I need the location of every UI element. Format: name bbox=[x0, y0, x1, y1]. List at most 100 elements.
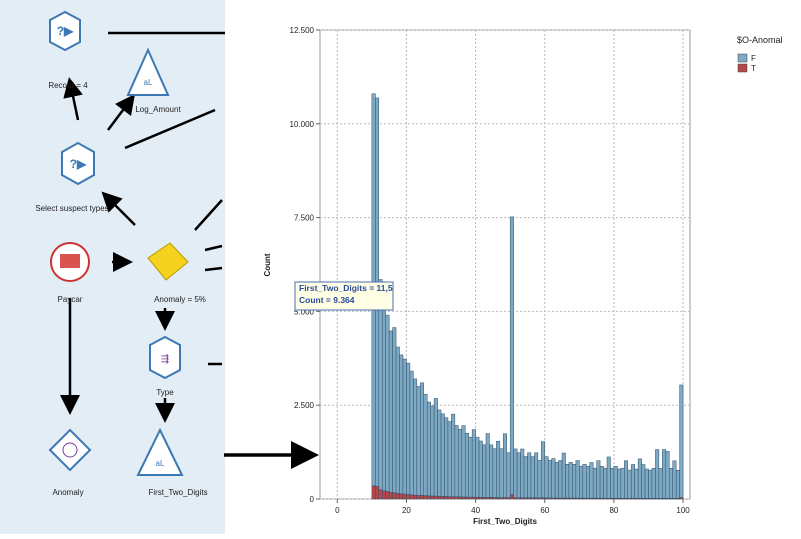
svg-text:aL: aL bbox=[156, 459, 165, 468]
bar bbox=[451, 497, 454, 499]
x-tick-label: 20 bbox=[402, 506, 411, 515]
node-label[interactable]: First_Two_Digits bbox=[148, 488, 207, 497]
svg-text:?▶: ?▶ bbox=[57, 24, 74, 38]
bar bbox=[503, 434, 506, 498]
bar bbox=[500, 449, 503, 498]
node-label[interactable]: Log_Amount bbox=[135, 105, 181, 114]
bar bbox=[510, 494, 513, 499]
bar bbox=[586, 466, 589, 498]
bar bbox=[666, 451, 669, 498]
bar bbox=[372, 486, 375, 499]
bar bbox=[403, 494, 406, 499]
bar bbox=[455, 425, 458, 496]
bar bbox=[545, 457, 548, 498]
bar bbox=[386, 491, 389, 499]
bar bbox=[406, 494, 409, 499]
bar bbox=[631, 464, 634, 498]
bar bbox=[483, 497, 486, 499]
x-axis-label: First_Two_Digits bbox=[473, 517, 537, 526]
bar bbox=[393, 493, 396, 499]
bar bbox=[590, 462, 593, 498]
bar bbox=[417, 386, 420, 495]
legend-title: $O-Anomal bbox=[737, 35, 783, 45]
bar bbox=[552, 459, 555, 498]
bar bbox=[614, 466, 617, 498]
bar bbox=[576, 461, 579, 499]
bar bbox=[479, 441, 482, 497]
bar bbox=[458, 429, 461, 497]
tooltip: First_Two_Digits = 11,5 Count = 9.364 bbox=[295, 282, 393, 310]
svg-text:⇶: ⇶ bbox=[161, 353, 169, 365]
bar bbox=[465, 433, 468, 497]
bar bbox=[438, 496, 441, 499]
legend-label: F bbox=[751, 54, 756, 63]
bar bbox=[462, 426, 465, 497]
bar bbox=[645, 469, 648, 498]
y-tick-label: 7.500 bbox=[294, 214, 315, 223]
bar bbox=[458, 497, 461, 499]
bar bbox=[476, 497, 479, 499]
bar bbox=[635, 469, 638, 498]
bar bbox=[496, 441, 499, 497]
bar bbox=[489, 445, 492, 498]
bar bbox=[427, 496, 430, 499]
bar bbox=[448, 497, 451, 499]
bar bbox=[541, 442, 544, 498]
legend-swatch bbox=[738, 64, 747, 72]
bar bbox=[379, 280, 382, 490]
y-tick-label: 2.500 bbox=[294, 401, 315, 410]
bar bbox=[610, 468, 613, 498]
bar bbox=[597, 461, 600, 499]
bar bbox=[469, 437, 472, 497]
bar bbox=[534, 453, 537, 498]
bar bbox=[624, 461, 627, 499]
legend-swatch bbox=[738, 54, 747, 62]
bar bbox=[382, 296, 385, 491]
bar bbox=[403, 359, 406, 494]
bar bbox=[662, 450, 665, 499]
bar bbox=[514, 449, 517, 498]
bar bbox=[455, 497, 458, 499]
bar bbox=[444, 496, 447, 499]
bar bbox=[676, 470, 679, 498]
bar bbox=[469, 497, 472, 499]
bar bbox=[379, 490, 382, 499]
bar bbox=[431, 406, 434, 496]
svg-text:?▶: ?▶ bbox=[70, 157, 87, 171]
bar bbox=[562, 453, 565, 498]
bar bbox=[427, 402, 430, 496]
bar bbox=[434, 398, 437, 496]
bar bbox=[593, 468, 596, 498]
node-label[interactable]: Select suspect types bbox=[35, 204, 108, 213]
bar bbox=[538, 460, 541, 498]
bar bbox=[548, 460, 551, 498]
bar bbox=[462, 497, 465, 499]
bar bbox=[527, 453, 530, 498]
bar bbox=[638, 459, 641, 498]
bar bbox=[531, 457, 534, 498]
x-tick-label: 40 bbox=[471, 506, 480, 515]
node-label[interactable]: Type bbox=[156, 388, 174, 397]
bar bbox=[607, 457, 610, 498]
node-label[interactable]: Anomaly bbox=[52, 488, 83, 497]
y-tick-label: 12.500 bbox=[290, 26, 315, 35]
bar bbox=[507, 453, 510, 498]
y-tick-label: 10.000 bbox=[290, 120, 315, 129]
bar bbox=[396, 493, 399, 499]
bar bbox=[600, 466, 603, 498]
bar bbox=[382, 491, 385, 499]
bar bbox=[649, 470, 652, 498]
bar bbox=[493, 449, 496, 498]
bar bbox=[465, 497, 468, 499]
node-label[interactable]: Anomaly = 5% bbox=[154, 295, 206, 304]
bar bbox=[642, 465, 645, 499]
tooltip-line: First_Two_Digits = 11,5 bbox=[299, 283, 393, 293]
bar bbox=[583, 464, 586, 498]
bar bbox=[486, 434, 489, 498]
y-axis-label: Count bbox=[263, 253, 272, 276]
node-label[interactable]: Paycar bbox=[58, 295, 83, 304]
bar bbox=[524, 457, 527, 498]
bar bbox=[652, 468, 655, 498]
node-label[interactable]: Record = 4 bbox=[48, 81, 88, 90]
